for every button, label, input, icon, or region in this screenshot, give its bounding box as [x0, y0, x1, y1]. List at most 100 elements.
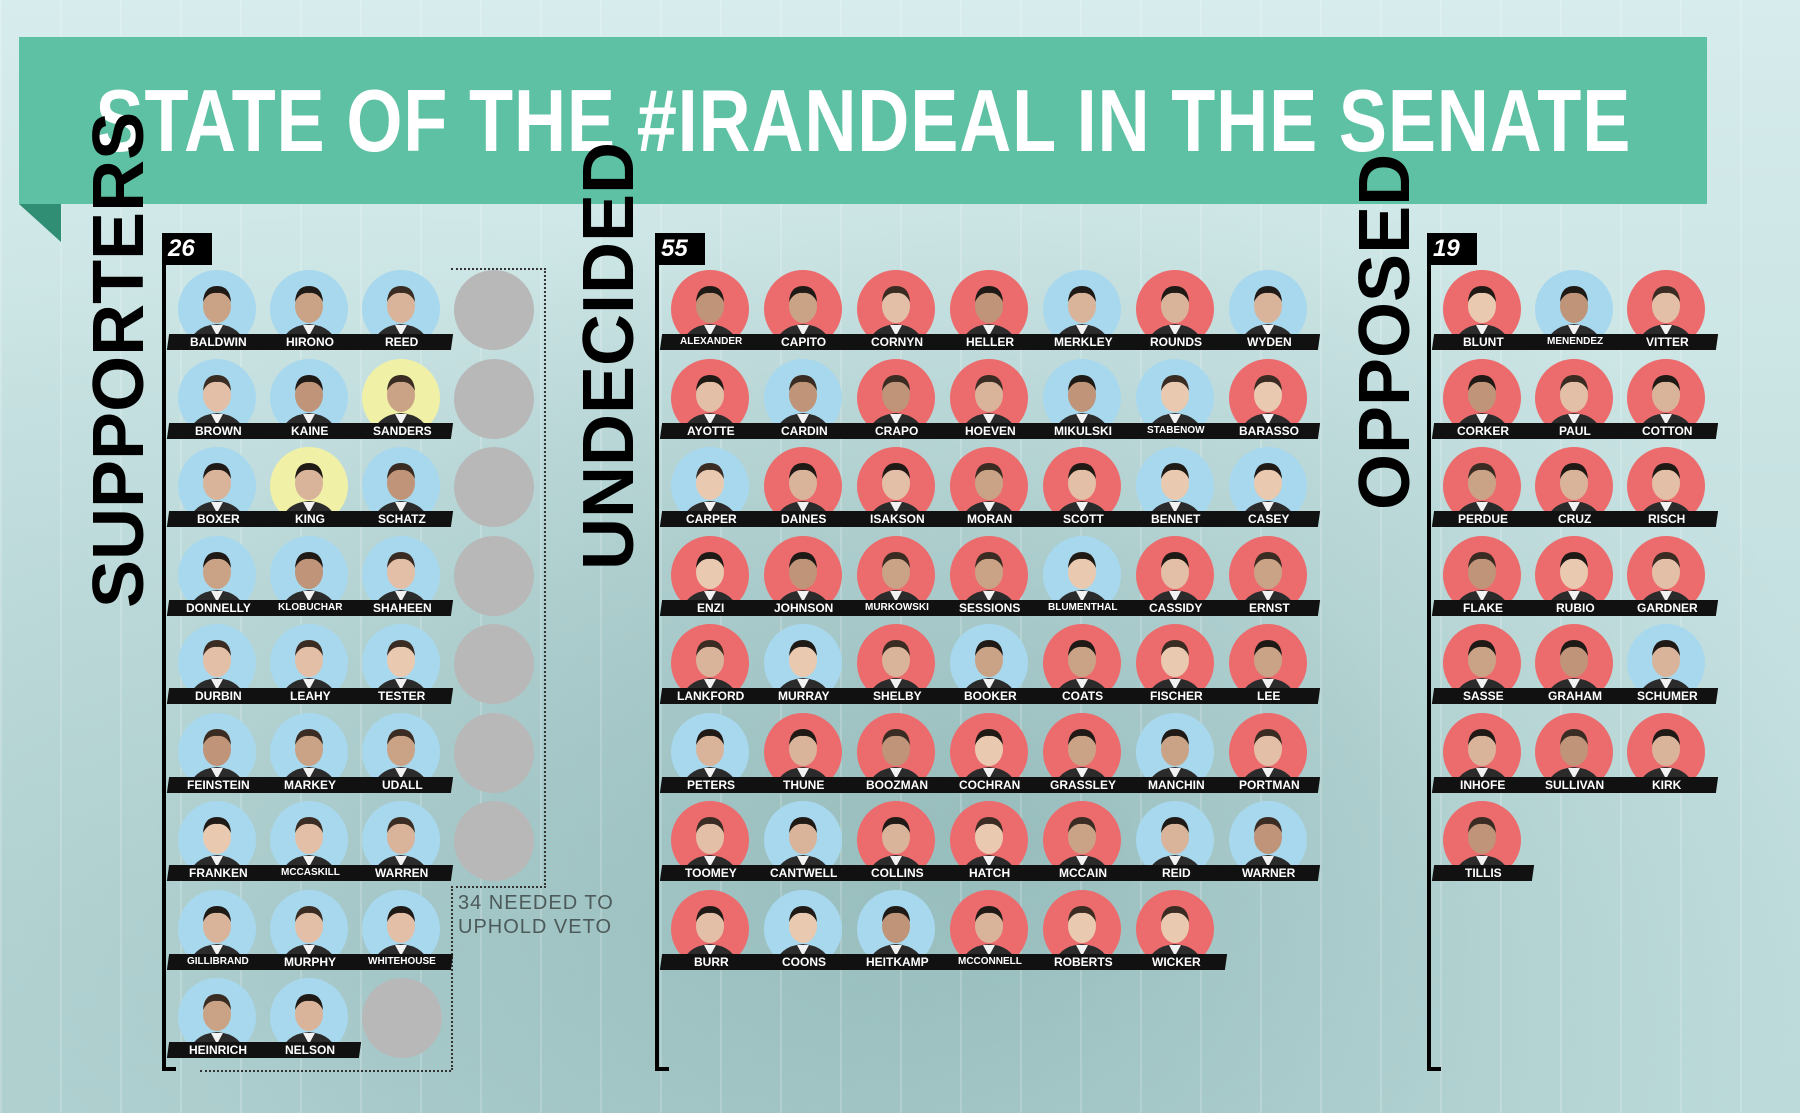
senator-name: BOOZMAN [866, 777, 928, 792]
senator-name: KIRK [1652, 777, 1682, 792]
senator-name-label: SANDERS [350, 422, 454, 439]
senator-name: BENNET [1151, 512, 1201, 526]
senator-name: THUNE [783, 777, 825, 792]
senator-name-label: STABENOW [1124, 422, 1228, 439]
senator-name: HEINRICH [188, 1043, 247, 1057]
senator-name: GILLIBRAND [187, 955, 249, 967]
senator-card: LEAHY [258, 624, 362, 710]
undecided-bracket [655, 233, 659, 1071]
senator-name-label: REID [1124, 865, 1228, 881]
senator-name: MENENDEZ [1546, 336, 1604, 347]
senator-card: WYDEN [1217, 270, 1321, 356]
senator-card: LANKFORD [659, 624, 763, 710]
senator-name: VITTER [1645, 335, 1689, 349]
vacant-vote-placeholder [362, 978, 442, 1058]
senator-name: BARASSO [1238, 423, 1299, 438]
senator-name: CORKER [1456, 423, 1509, 438]
undecided-count: 55 [655, 233, 705, 265]
senator-name: TILLIS [1464, 866, 1502, 880]
senator-card: MURRAY [752, 624, 856, 710]
page-title: STATE OF THE #IRANDEAL IN THE SENATE [95, 70, 1631, 170]
senator-name-label: LANKFORD [659, 688, 763, 704]
senator-name: ERNST [1248, 600, 1290, 615]
senator-card: GRASSLEY [1031, 712, 1135, 799]
senator-name-label: MENENDEZ [1523, 334, 1627, 350]
senator-name-label: SASSE [1431, 688, 1535, 704]
senator-name: ROUNDS [1149, 335, 1202, 349]
senator-name: GRAHAM [1548, 689, 1602, 703]
senator-name-label: BARASSO [1217, 422, 1321, 439]
senator-name-label: NELSON [258, 1042, 362, 1058]
supporters-count: 26 [162, 233, 212, 265]
senator-name: SHELBY [872, 689, 922, 703]
senator-name: HOEVEN [964, 423, 1016, 438]
senator-portrait [1627, 535, 1705, 614]
senator-name-label: COONS [752, 953, 856, 970]
senator-card: PORTMAN [1217, 712, 1321, 799]
senator-name: MURRAY [778, 689, 830, 703]
senator-card: SULLIVAN [1523, 712, 1627, 799]
senator-card: RUBIO [1523, 535, 1627, 622]
senator-name: HEITKAMP [865, 954, 929, 969]
senator-name: CAPITO [781, 335, 827, 349]
senator-card: SHAHEEN [350, 535, 454, 622]
senator-name-label: ENZI [659, 599, 763, 616]
senator-name: SESSIONS [959, 600, 1021, 615]
senator-name: BLUNT [1462, 335, 1504, 349]
senator-name: COLLINS [870, 866, 924, 880]
senator-name-label: WARREN [350, 865, 454, 881]
undecided-bracket-foot [655, 1067, 669, 1071]
senator-name-label: LEE [1217, 688, 1321, 704]
senator-name: HIRONO [286, 335, 334, 349]
senator-name-label: HEINRICH [166, 1042, 270, 1058]
senator-name-label: CARDIN [752, 422, 856, 439]
senator-name-label: DAINES [752, 511, 856, 527]
senator-card: BLUNT [1431, 270, 1535, 356]
senator-name: AYOTTE [687, 423, 735, 438]
senator-name: SCHUMER [1636, 689, 1698, 703]
senator-card: MERKLEY [1031, 270, 1135, 356]
senator-name-label: WHITEHOUSE [350, 953, 454, 970]
senator-name-label: FRANKEN [166, 865, 270, 881]
senator-card: SASSE [1431, 624, 1535, 710]
vacant-vote-placeholder [454, 270, 534, 350]
senator-name-label: TILLIS [1431, 865, 1535, 881]
undecided-label: UNDECIDED [569, 141, 649, 570]
senator-name: DAINES [781, 512, 827, 526]
senator-card: SCHATZ [350, 447, 454, 533]
senator-name-label: TESTER [350, 688, 454, 704]
senator-card: MURPHY [258, 889, 362, 976]
senator-name: GARDNER [1636, 600, 1698, 615]
senator-name: SHAHEEN [372, 600, 432, 615]
senator-name-label: MURKOWSKI [845, 599, 949, 616]
opposed-count: 19 [1427, 233, 1477, 265]
senator-card: COCHRAN [938, 712, 1042, 799]
senator-name-label: CANTWELL [752, 865, 856, 881]
senator-card: COLLINS [845, 801, 949, 887]
senator-name: COONS [781, 954, 826, 969]
senator-name: FISCHER [1149, 689, 1203, 703]
senator-name-label: PERDUE [1431, 511, 1535, 527]
senator-name: PETERS [686, 777, 735, 792]
senator-name-label: BALDWIN [166, 334, 270, 350]
senator-name-label: GILLIBRAND [166, 953, 270, 970]
senator-card: SANDERS [350, 358, 454, 445]
senator-name-label: RUBIO [1523, 599, 1627, 616]
senator-name: BURR [693, 954, 729, 969]
senator-card: CANTWELL [752, 801, 856, 887]
senator-name: CARDIN [780, 423, 828, 438]
senator-name-label: VITTER [1615, 334, 1719, 350]
senator-name-label: FLAKE [1431, 599, 1535, 616]
senator-card: FISCHER [1124, 624, 1228, 710]
banner-fold [19, 204, 61, 242]
senator-name-label: CRAPO [845, 422, 949, 439]
veto-threshold-outline-step [451, 886, 542, 888]
senator-name-label: CRUZ [1523, 511, 1627, 527]
senator-name: WARNER [1242, 866, 1296, 880]
senator-name-label: WICKER [1124, 953, 1228, 970]
senator-name-label: ALEXANDER [659, 334, 763, 350]
supporters-label: SUPPORTERS [79, 111, 159, 608]
senator-card: CARPER [659, 447, 763, 533]
vacant-vote-placeholder [454, 801, 534, 881]
senator-card: KING [258, 447, 362, 533]
